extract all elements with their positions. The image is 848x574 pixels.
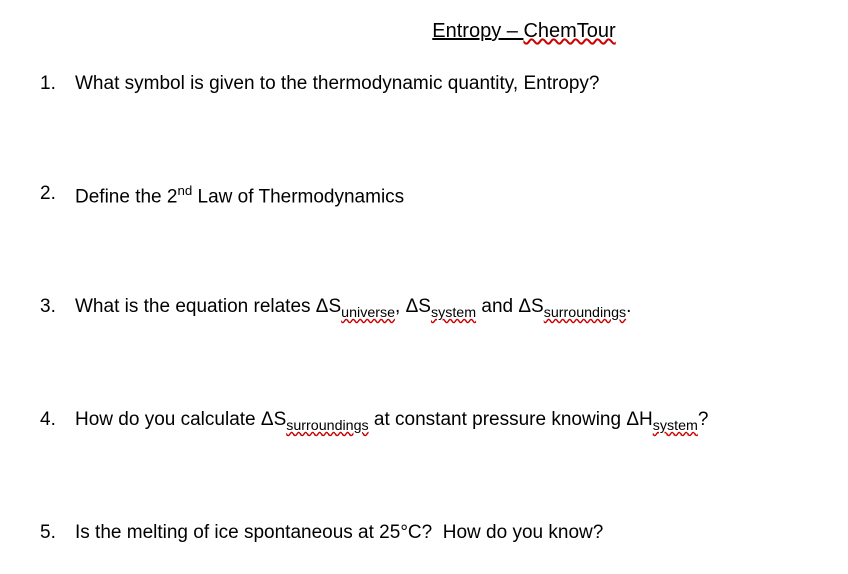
question-text: How do you calculate ΔSsurroundings at c… bbox=[75, 409, 818, 434]
title-part1: Entropy – bbox=[432, 20, 523, 42]
question-text: What is the equation relates ΔSuniverse,… bbox=[75, 296, 818, 321]
questions-list: 1. What symbol is given to the thermodyn… bbox=[30, 73, 818, 544]
question-text: Is the melting of ice spontaneous at 25°… bbox=[75, 522, 818, 544]
question-item: 1. What symbol is given to the thermodyn… bbox=[40, 73, 818, 95]
question-text: Define the 2nd Law of Thermodynamics bbox=[75, 183, 818, 208]
question-item: 3. What is the equation relates ΔSuniver… bbox=[40, 296, 818, 321]
question-number: 1. bbox=[40, 73, 75, 95]
document-title: Entropy – ChemTour bbox=[30, 20, 818, 43]
question-number: 5. bbox=[40, 522, 75, 544]
question-item: 5. Is the melting of ice spontaneous at … bbox=[40, 522, 818, 544]
question-number: 2. bbox=[40, 183, 75, 208]
question-number: 3. bbox=[40, 296, 75, 321]
question-item: 2. Define the 2nd Law of Thermodynamics bbox=[40, 183, 818, 208]
question-number: 4. bbox=[40, 409, 75, 434]
title-part2: ChemTour bbox=[523, 20, 615, 42]
question-item: 4. How do you calculate ΔSsurroundings a… bbox=[40, 409, 818, 434]
question-text: What symbol is given to the thermodynami… bbox=[75, 73, 818, 95]
